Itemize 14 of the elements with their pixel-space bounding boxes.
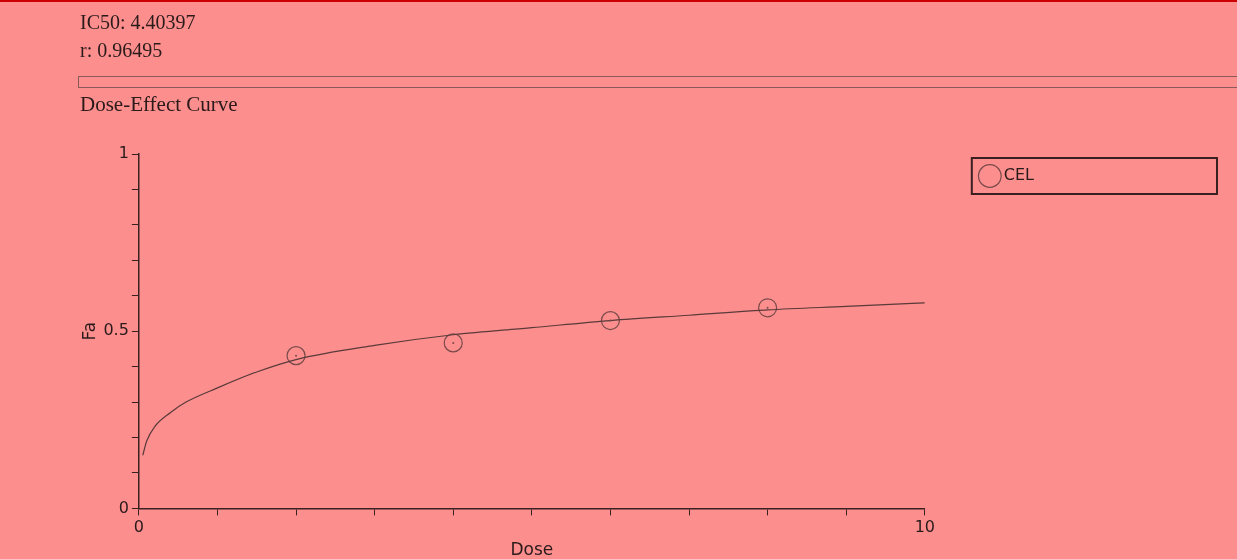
y-tick-label: 0.5 [103, 320, 129, 340]
point [443, 333, 463, 353]
y-tick-label: 1 [118, 143, 129, 163]
chart-title: Dose-Effect Curve [80, 92, 238, 117]
y-tick-label: 0 [118, 497, 129, 517]
point [758, 298, 778, 318]
y-axis-title: Fa [78, 321, 99, 341]
point [600, 310, 621, 331]
x-tick-label: 10 [914, 517, 935, 537]
legend-label: CEL [1003, 165, 1035, 185]
text: IC50: 4.40397 [80, 10, 196, 35]
text: r: 0.96495 [80, 38, 164, 63]
x-axis-title: Dose [510, 539, 554, 559]
point [286, 346, 306, 366]
